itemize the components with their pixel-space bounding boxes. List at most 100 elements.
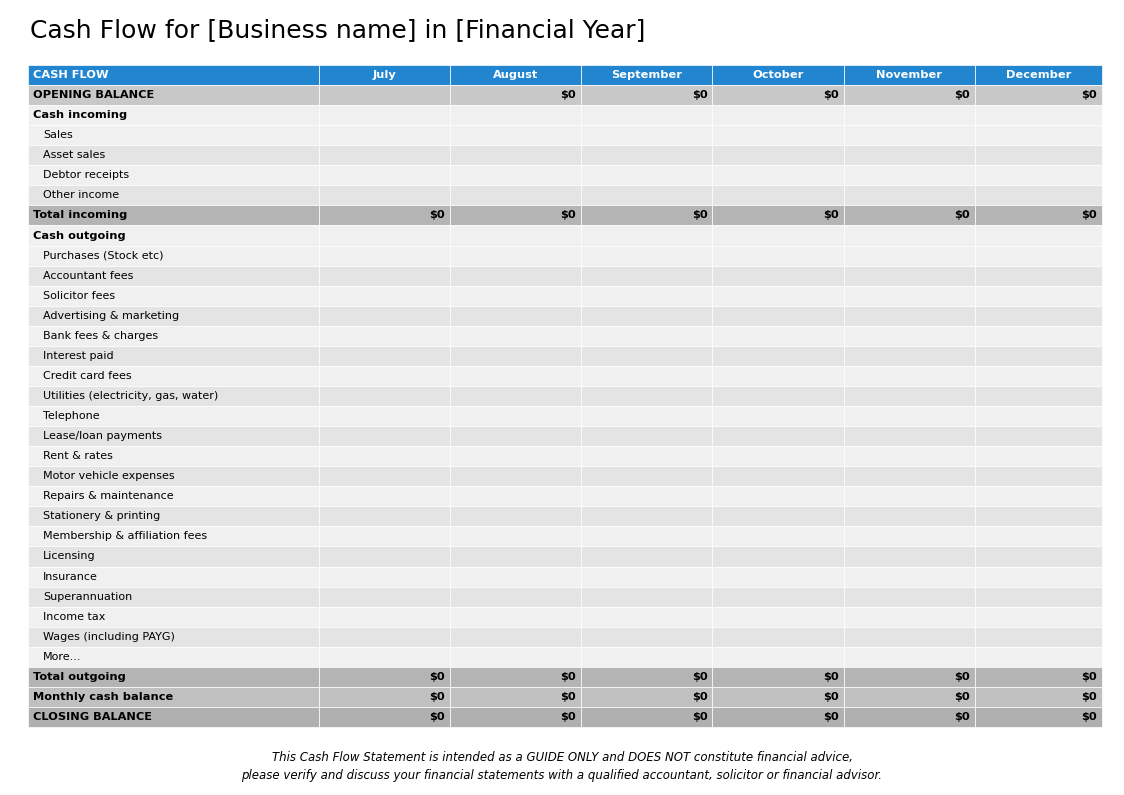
Bar [975, 546, 1102, 567]
Bar [713, 285, 844, 306]
Bar [844, 446, 975, 466]
Bar [450, 65, 581, 85]
Bar [28, 626, 318, 647]
Bar [713, 246, 844, 266]
Text: $0: $0 [691, 692, 707, 702]
Bar [318, 306, 450, 326]
Text: September: September [611, 70, 682, 80]
Bar [713, 386, 844, 406]
Bar [975, 567, 1102, 587]
Bar [28, 406, 318, 426]
Bar [844, 647, 975, 667]
Bar [450, 426, 581, 446]
Bar [581, 526, 713, 546]
Text: $0: $0 [561, 712, 577, 722]
Bar [975, 626, 1102, 647]
Bar [450, 667, 581, 687]
Bar [28, 125, 318, 145]
Bar [318, 105, 450, 125]
Text: August: August [492, 70, 538, 80]
Text: Licensing: Licensing [43, 552, 96, 561]
Bar [581, 446, 713, 466]
Text: Cash outgoing: Cash outgoing [33, 231, 126, 241]
Bar [975, 125, 1102, 145]
Bar [450, 145, 581, 165]
Bar [713, 607, 844, 626]
Bar [318, 145, 450, 165]
Bar [450, 707, 581, 727]
Bar [975, 587, 1102, 607]
Bar [318, 65, 450, 85]
Text: Purchases (Stock etc): Purchases (Stock etc) [43, 250, 163, 261]
Bar [713, 647, 844, 667]
Bar [975, 226, 1102, 246]
Bar [581, 205, 713, 226]
Bar [975, 607, 1102, 626]
Bar [844, 266, 975, 285]
Text: Stationery & printing: Stationery & printing [43, 511, 161, 522]
Bar [975, 687, 1102, 707]
Bar [844, 306, 975, 326]
Bar [318, 285, 450, 306]
Bar [975, 165, 1102, 185]
Text: $0: $0 [1081, 211, 1097, 220]
Bar [975, 185, 1102, 205]
Bar [28, 145, 318, 165]
Text: $0: $0 [429, 211, 445, 220]
Bar [713, 266, 844, 285]
Bar [975, 487, 1102, 506]
Bar [28, 105, 318, 125]
Text: This Cash Flow Statement is intended as a GUIDE ONLY and DOES NOT constitute fin: This Cash Flow Statement is intended as … [272, 750, 852, 763]
Bar [318, 386, 450, 406]
Bar [844, 105, 975, 125]
Text: Lease/loan payments: Lease/loan payments [43, 431, 162, 441]
Text: Advertising & marketing: Advertising & marketing [43, 311, 179, 320]
Bar [844, 326, 975, 346]
Text: October: October [752, 70, 804, 80]
Text: Insurance: Insurance [43, 572, 98, 582]
Bar [450, 185, 581, 205]
Bar [318, 707, 450, 727]
Bar [581, 667, 713, 687]
Bar [844, 366, 975, 386]
Text: $0: $0 [954, 90, 970, 100]
Text: Membership & affiliation fees: Membership & affiliation fees [43, 531, 207, 541]
Bar [581, 707, 713, 727]
Bar [975, 406, 1102, 426]
Bar [713, 526, 844, 546]
Bar [28, 326, 318, 346]
Bar [975, 466, 1102, 487]
Bar [450, 567, 581, 587]
Bar [713, 326, 844, 346]
Text: Credit card fees: Credit card fees [43, 371, 132, 381]
Bar [318, 567, 450, 587]
Bar [975, 266, 1102, 285]
Bar [28, 165, 318, 185]
Bar [844, 165, 975, 185]
Bar [28, 607, 318, 626]
Bar [975, 346, 1102, 366]
Bar [975, 707, 1102, 727]
Bar [318, 205, 450, 226]
Bar [713, 406, 844, 426]
Bar [844, 145, 975, 165]
Bar [28, 707, 318, 727]
Text: $0: $0 [691, 672, 707, 682]
Bar [581, 65, 713, 85]
Bar [318, 526, 450, 546]
Bar [28, 266, 318, 285]
Bar [975, 386, 1102, 406]
Bar [713, 707, 844, 727]
Text: $0: $0 [954, 712, 970, 722]
Bar [844, 85, 975, 105]
Text: $0: $0 [823, 692, 839, 702]
Bar [28, 366, 318, 386]
Bar [713, 366, 844, 386]
Bar [844, 246, 975, 266]
Text: Superannuation: Superannuation [43, 591, 133, 602]
Bar [28, 226, 318, 246]
Bar [581, 546, 713, 567]
Bar [713, 105, 844, 125]
Bar [581, 285, 713, 306]
Bar [713, 65, 844, 85]
